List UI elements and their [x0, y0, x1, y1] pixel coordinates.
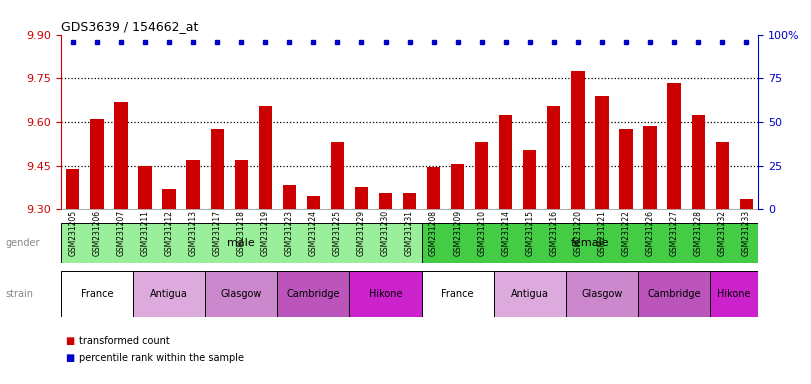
Bar	[595, 96, 608, 209]
Text: GSM231209: GSM231209	[453, 210, 462, 256]
Bar	[451, 164, 464, 209]
Bar	[692, 115, 705, 209]
Text: GSM231226: GSM231226	[646, 210, 654, 256]
Bar	[547, 106, 560, 209]
Bar	[187, 160, 200, 209]
Bar	[523, 150, 536, 209]
Text: GSM231210: GSM231210	[477, 210, 487, 256]
Bar	[133, 271, 205, 317]
Text: GSM231205: GSM231205	[68, 210, 77, 256]
Text: GSM231206: GSM231206	[92, 210, 101, 256]
Bar	[61, 271, 133, 317]
Bar	[422, 271, 494, 317]
Text: GSM231213: GSM231213	[189, 210, 198, 256]
Bar	[350, 271, 422, 317]
Bar	[114, 101, 127, 209]
Text: GSM231215: GSM231215	[526, 210, 534, 256]
Bar	[139, 166, 152, 209]
Text: Hikone: Hikone	[718, 289, 751, 299]
Bar	[234, 160, 248, 209]
Polygon shape	[36, 231, 58, 255]
Text: percentile rank within the sample: percentile rank within the sample	[79, 353, 244, 363]
Text: GSM231208: GSM231208	[429, 210, 438, 256]
Bar	[740, 199, 753, 209]
Text: Glasgow: Glasgow	[221, 289, 262, 299]
Bar	[427, 167, 440, 209]
Bar	[355, 187, 368, 209]
Bar	[67, 169, 79, 209]
Bar	[620, 129, 633, 209]
Bar	[205, 271, 277, 317]
Text: transformed count: transformed count	[79, 336, 170, 346]
Text: GSM231221: GSM231221	[598, 210, 607, 256]
Bar	[211, 129, 224, 209]
Bar	[307, 196, 320, 209]
Text: France: France	[441, 289, 474, 299]
Text: GSM231228: GSM231228	[693, 210, 702, 256]
Text: GSM231230: GSM231230	[381, 210, 390, 256]
Bar	[667, 83, 680, 209]
Bar	[90, 119, 104, 209]
Text: GSM231223: GSM231223	[285, 210, 294, 256]
Text: Hikone: Hikone	[369, 289, 402, 299]
Text: GSM231232: GSM231232	[718, 210, 727, 256]
Bar	[283, 185, 296, 209]
Bar	[566, 271, 638, 317]
Bar	[162, 189, 176, 209]
Text: Antigua: Antigua	[150, 289, 188, 299]
Text: gender: gender	[6, 238, 40, 248]
Text: Antigua: Antigua	[511, 289, 549, 299]
Text: France: France	[80, 289, 114, 299]
Text: female: female	[571, 238, 609, 248]
Text: GSM231218: GSM231218	[237, 210, 246, 256]
Text: GSM231217: GSM231217	[212, 210, 221, 256]
Text: GSM231207: GSM231207	[117, 210, 126, 256]
Bar	[379, 193, 393, 209]
Text: male: male	[227, 238, 255, 248]
Bar	[638, 271, 710, 317]
Text: GSM231229: GSM231229	[357, 210, 366, 256]
Bar	[571, 71, 585, 209]
Text: GSM231225: GSM231225	[333, 210, 342, 256]
Text: Glasgow: Glasgow	[581, 289, 623, 299]
Text: GDS3639 / 154662_at: GDS3639 / 154662_at	[61, 20, 198, 33]
Bar	[710, 271, 758, 317]
Bar	[499, 115, 513, 209]
Text: GSM231219: GSM231219	[261, 210, 270, 256]
Bar	[475, 142, 488, 209]
Bar	[259, 106, 272, 209]
Bar	[277, 271, 350, 317]
Text: GSM231214: GSM231214	[501, 210, 510, 256]
Bar	[331, 142, 344, 209]
Text: GSM231212: GSM231212	[165, 210, 174, 256]
Text: GSM231220: GSM231220	[573, 210, 582, 256]
Text: GSM231211: GSM231211	[140, 210, 149, 256]
Text: ■: ■	[65, 336, 74, 346]
Bar	[61, 223, 422, 263]
Text: GSM231224: GSM231224	[309, 210, 318, 256]
Bar	[403, 193, 416, 209]
Text: GSM231233: GSM231233	[742, 210, 751, 256]
Text: GSM231231: GSM231231	[405, 210, 414, 256]
Text: Cambridge: Cambridge	[647, 289, 701, 299]
Bar	[643, 126, 657, 209]
Bar	[494, 271, 566, 317]
Text: strain: strain	[6, 289, 33, 299]
Polygon shape	[36, 280, 58, 308]
Bar	[422, 223, 758, 263]
Bar	[715, 142, 729, 209]
Text: ■: ■	[65, 353, 74, 363]
Text: GSM231216: GSM231216	[549, 210, 558, 256]
Text: GSM231222: GSM231222	[621, 210, 630, 256]
Text: Cambridge: Cambridge	[286, 289, 340, 299]
Text: GSM231227: GSM231227	[670, 210, 679, 256]
